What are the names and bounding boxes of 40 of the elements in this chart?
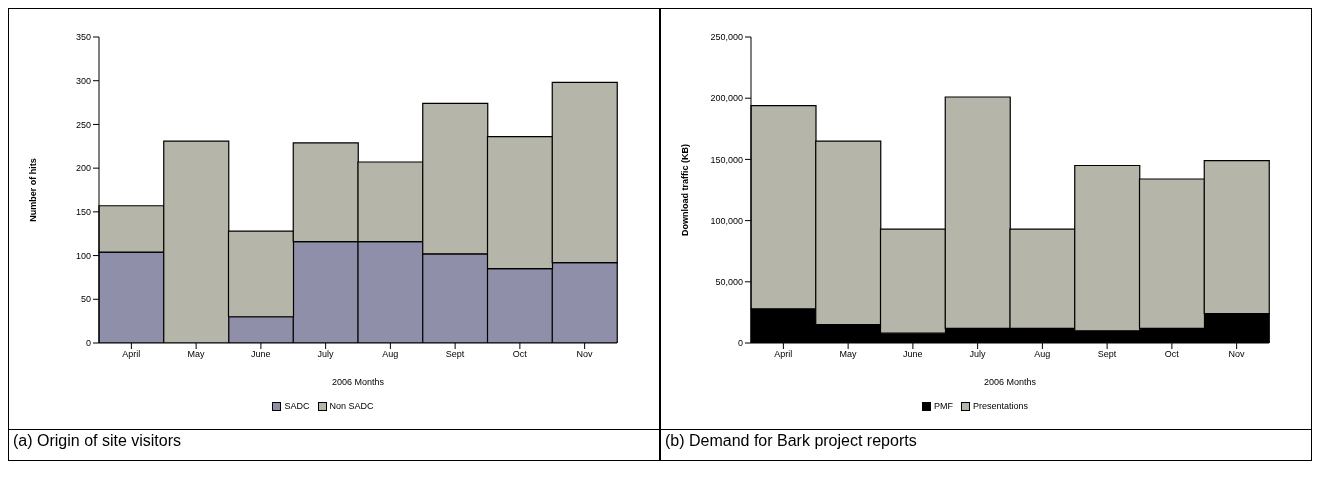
text: (b) Demand for Bark project reports (665, 432, 917, 449)
y-tick-label: 200 (75, 163, 91, 174)
x-tick-label: Sept (1097, 349, 1117, 360)
y-tick-label: 200,000 (710, 93, 743, 104)
x-tick-label: Nov (1228, 349, 1246, 360)
x-tick-label: July (317, 349, 335, 360)
y-tick-label: 0 (737, 338, 743, 349)
legend-label: SADC (284, 401, 310, 411)
y-tick-label: 150 (75, 207, 91, 218)
y-tick-label: 50,000 (715, 276, 743, 287)
legend-label: Non SADC (329, 401, 374, 411)
x-tick-label: Aug (1034, 349, 1051, 360)
y-tick-label: 0 (85, 338, 91, 349)
x-tick-label: Oct (512, 349, 528, 360)
y-tick-label: 350 (75, 32, 91, 43)
y-tick-label: 250,000 (710, 32, 743, 43)
x-tick-label: Nov (576, 349, 594, 360)
x-tick-label: June (903, 349, 923, 360)
y-tick-label: 50 (80, 294, 91, 305)
y-axis-title: Download traffic (KB) (680, 144, 691, 236)
x-tick-label: July (969, 349, 987, 360)
x-tick-label: May (187, 349, 206, 360)
x-tick-label: Oct (1164, 349, 1180, 360)
x-tick-label: Sept (445, 349, 465, 360)
x-axis-title: 2006 Months (331, 377, 385, 387)
y-tick-label: 100 (75, 250, 91, 261)
legend-label: Presentations (972, 401, 1029, 411)
y-tick-label: 300 (75, 75, 91, 86)
y-axis-title: Number of hits (28, 158, 39, 222)
x-tick-label: June (251, 349, 271, 360)
y-tick-label: 100,000 (710, 215, 743, 226)
y-tick-label: 250 (75, 119, 91, 130)
x-tick-label: April (774, 349, 793, 360)
x-axis-title: 2006 Months (983, 377, 1037, 387)
text: (a) Origin of site visitors (13, 432, 182, 449)
x-tick-label: May (839, 349, 858, 360)
x-tick-label: Aug (382, 349, 399, 360)
legend-label: PMF (933, 401, 953, 411)
x-tick-label: April (122, 349, 141, 360)
y-tick-label: 150,000 (710, 154, 743, 165)
